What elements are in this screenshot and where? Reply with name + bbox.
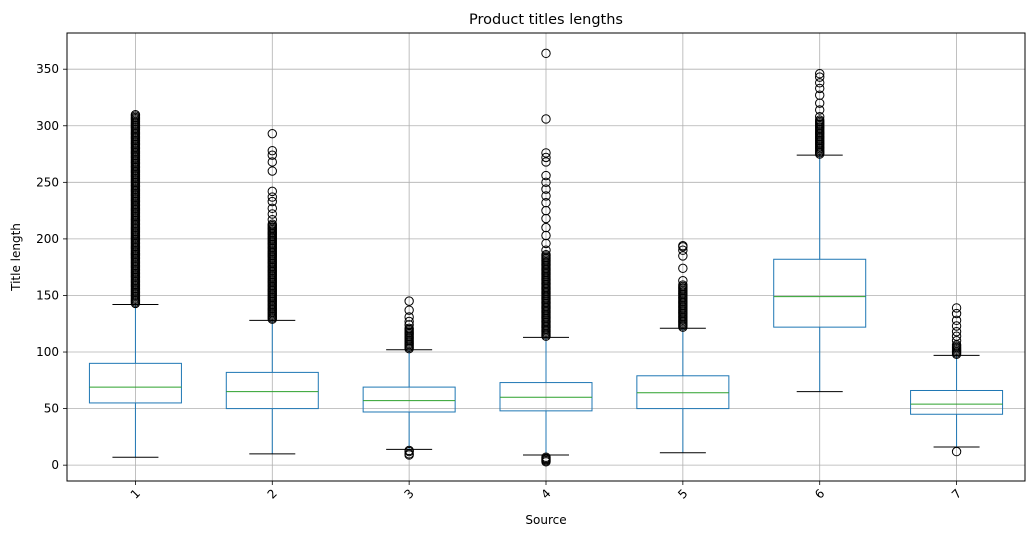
outlier-point [678, 240, 688, 251]
y-tick-label: 200 [36, 232, 59, 246]
box-series-6 [773, 69, 867, 393]
iqr-box [773, 258, 867, 328]
iqr-box [910, 389, 1004, 415]
box-series-3 [362, 296, 456, 460]
outlier-point [815, 115, 825, 125]
outlier-point [951, 326, 962, 337]
outlier-point [541, 152, 551, 163]
outlier-point [951, 321, 962, 331]
outlier-point [267, 186, 277, 197]
outlier-point [815, 72, 825, 82]
outlier-point [404, 312, 414, 322]
y-tick-label: 150 [36, 288, 59, 302]
outlier-point [267, 150, 277, 160]
outlier-point [678, 251, 688, 261]
y-tick-label: 350 [36, 62, 59, 76]
outlier-point [267, 166, 277, 176]
outlier-point [267, 145, 277, 156]
outlier-point [951, 315, 962, 326]
outlier-point [404, 323, 414, 333]
outlier-point [951, 308, 962, 319]
iqr-box [499, 382, 593, 412]
outlier-point [678, 280, 688, 290]
outlier-point [951, 331, 962, 341]
outlier-point [541, 157, 551, 167]
y-tick-label: 0 [51, 458, 59, 472]
outlier-point [541, 148, 551, 158]
x-axis-label: Source [525, 513, 566, 527]
axis-ticks: 0 50 100 150 200 250 300 350 1 2 3 4 5 6 7 [36, 62, 964, 501]
outlier-point [267, 192, 277, 202]
x-tick-label: 2 [265, 486, 280, 501]
outlier-point [815, 112, 825, 122]
outlier-point [541, 184, 551, 194]
box-series-5 [636, 240, 730, 454]
y-tick-label: 100 [36, 345, 59, 359]
outlier-point [541, 452, 551, 462]
chart-title: Product titles lengths [469, 12, 623, 28]
outlier-point [541, 250, 551, 260]
outlier-point [541, 222, 551, 233]
y-tick-label: 250 [36, 175, 59, 189]
outlier-point [267, 219, 277, 229]
outlier-point [267, 128, 277, 139]
outlier-point [678, 276, 688, 286]
box-series-7 [910, 303, 1004, 457]
outlier-point [404, 445, 414, 456]
outlier-point [678, 245, 688, 255]
y-tick-label: 300 [36, 119, 59, 133]
outlier-point [541, 191, 551, 201]
outlier-point [541, 197, 551, 208]
iqr-box [636, 375, 730, 410]
outlier-point [404, 296, 414, 306]
outlier-point [267, 157, 277, 167]
outlier-point [815, 69, 825, 79]
x-tick-label: 5 [675, 486, 690, 501]
box-series-1 [88, 109, 182, 458]
x-tick-label: 3 [401, 486, 416, 501]
outlier-point [267, 196, 277, 207]
outlier-point [404, 305, 414, 315]
outlier-point [404, 316, 414, 327]
iqr-box [362, 386, 456, 413]
boxes [88, 48, 1004, 467]
iqr-box [88, 362, 182, 404]
outlier-point [267, 203, 277, 214]
outlier-point [130, 109, 141, 120]
outlier-point [815, 105, 825, 115]
outlier-point [541, 177, 551, 188]
outlier-point [541, 48, 551, 59]
outlier-point [815, 83, 825, 94]
outlier-point [267, 209, 277, 219]
outlier-point [951, 336, 962, 346]
outlier-point [541, 170, 551, 181]
outlier-point [267, 214, 277, 225]
y-tick-label: 50 [44, 402, 59, 416]
outlier-point [541, 245, 551, 255]
y-axis-label: Title length [9, 223, 23, 292]
x-tick-label: 6 [812, 486, 827, 501]
box-series-4 [499, 48, 593, 467]
iqr-box [225, 371, 319, 410]
x-tick-label: 1 [128, 486, 143, 501]
outlier-point [815, 78, 825, 88]
outlier-point [815, 90, 825, 100]
outlier-point [678, 263, 688, 274]
outlier-point [951, 303, 962, 313]
x-tick-label: 4 [538, 486, 553, 501]
outlier-point [951, 446, 962, 457]
outlier-point [541, 114, 551, 124]
outlier-point [404, 449, 414, 459]
x-tick-label: 7 [949, 486, 964, 501]
box-series-2 [225, 128, 319, 455]
